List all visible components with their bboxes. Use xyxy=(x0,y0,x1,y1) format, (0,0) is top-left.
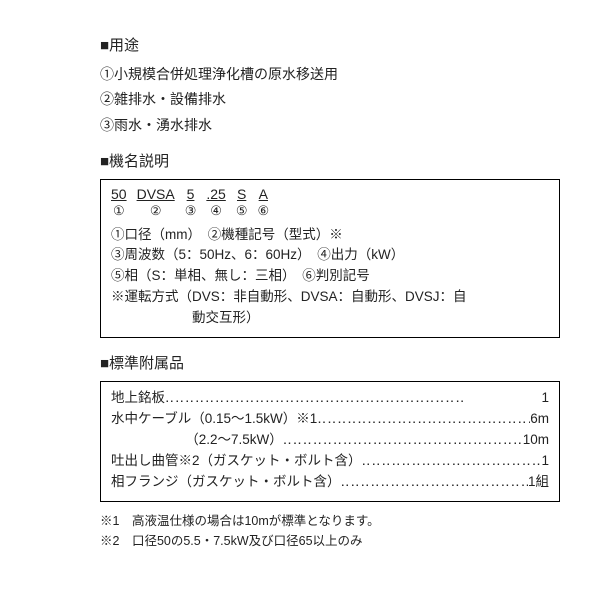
accessory-qty-3: 10m xyxy=(523,430,549,451)
model-desc-4: ※運転方式（DVS：非自動形、DVSA：自動形、DVSJ：自 xyxy=(111,287,549,308)
code-num-5: ⑤ xyxy=(236,203,248,219)
leader-dots: ‥‥‥‥‥‥‥‥‥‥‥‥‥‥‥‥‥‥‥‥‥‥‥‥‥‥‥‥‥‥ xyxy=(362,451,542,472)
section-accessories-heading: ■標準附属品 xyxy=(100,352,560,376)
code-part-4: .25 ④ xyxy=(206,186,225,218)
leader-dots: ‥‥‥‥‥‥‥‥‥‥‥‥‥‥‥‥‥‥‥‥‥‥‥‥‥‥‥‥‥‥ xyxy=(317,409,530,430)
footnote-2: ※2 口径50の5.5・7.5kW及び口径65以上のみ xyxy=(100,532,560,551)
section-usage-heading: ■用途 xyxy=(100,34,560,58)
code-num-3: ③ xyxy=(185,203,197,219)
leader-dots: ‥‥‥‥‥‥‥‥‥‥‥‥‥‥‥‥‥‥‥‥‥‥‥‥‥‥‥‥‥‥ xyxy=(341,472,528,493)
code-top-1: 50 xyxy=(111,186,127,203)
leader-dots: ‥‥‥‥‥‥‥‥‥‥‥‥‥‥‥‥‥‥‥‥‥‥‥‥‥‥‥‥‥‥ xyxy=(165,388,541,409)
model-desc-1: ①口径（mm） ②機種記号（型式）※ xyxy=(111,225,549,246)
leader-dots: ‥‥‥‥‥‥‥‥‥‥‥‥‥‥‥‥‥‥‥‥‥‥‥‥‥‥‥‥‥‥ xyxy=(283,430,523,451)
code-num-2: ② xyxy=(150,203,162,219)
accessory-row-2: 水中ケーブル（0.15～1.5kW）※1 ‥‥‥‥‥‥‥‥‥‥‥‥‥‥‥‥‥‥‥… xyxy=(111,409,549,430)
accessory-name-3: （2.2～7.5kW） xyxy=(111,430,283,451)
code-top-2: DVSA xyxy=(137,186,175,203)
page-root: ■用途 ①小規模合併処理浄化槽の原水移送用 ②雑排水・設備排水 ③雨水・湧水排水… xyxy=(0,0,600,563)
accessories-box: 地上銘板 ‥‥‥‥‥‥‥‥‥‥‥‥‥‥‥‥‥‥‥‥‥‥‥‥‥‥‥‥‥‥ 1 水中… xyxy=(100,381,560,502)
model-desc-2: ③周波数（5：50Hz、6：60Hz） ④出力（kW） xyxy=(111,245,549,266)
code-part-2: DVSA ② xyxy=(137,186,175,218)
usage-item-1: ①小規模合併処理浄化槽の原水移送用 xyxy=(100,63,560,85)
code-part-3: 5 ③ xyxy=(185,186,197,218)
accessory-row-3: （2.2～7.5kW） ‥‥‥‥‥‥‥‥‥‥‥‥‥‥‥‥‥‥‥‥‥‥‥‥‥‥‥‥… xyxy=(111,430,549,451)
section-model-heading: ■機名説明 xyxy=(100,150,560,174)
code-part-1: 50 ① xyxy=(111,186,127,218)
footnote-1: ※1 高液温仕様の場合は10mが標準となります。 xyxy=(100,512,560,531)
code-num-4: ④ xyxy=(210,203,222,219)
accessory-name-5: 相フランジ（ガスケット・ボルト含） xyxy=(111,472,341,493)
usage-item-3: ③雨水・湧水排水 xyxy=(100,114,560,136)
code-top-5: S xyxy=(237,186,246,203)
accessory-row-5: 相フランジ（ガスケット・ボルト含） ‥‥‥‥‥‥‥‥‥‥‥‥‥‥‥‥‥‥‥‥‥‥… xyxy=(111,472,549,493)
accessory-row-4: 吐出し曲管※2（ガスケット・ボルト含） ‥‥‥‥‥‥‥‥‥‥‥‥‥‥‥‥‥‥‥‥… xyxy=(111,451,549,472)
code-top-4: .25 xyxy=(206,186,225,203)
model-desc-3: ⑤相（S：単相、無し：三相） ⑥判別記号 xyxy=(111,266,549,287)
code-part-6: A ⑥ xyxy=(257,186,269,218)
usage-item-2: ②雑排水・設備排水 xyxy=(100,88,560,110)
code-num-1: ① xyxy=(113,203,125,219)
model-code-row: 50 ① DVSA ② 5 ③ .25 ④ S ⑤ A ⑥ xyxy=(111,186,549,218)
model-name-box: 50 ① DVSA ② 5 ③ .25 ④ S ⑤ A ⑥ xyxy=(100,179,560,338)
accessory-name-1: 地上銘板 xyxy=(111,388,165,409)
code-top-6: A xyxy=(259,186,268,203)
code-num-6: ⑥ xyxy=(257,203,269,219)
accessory-qty-4: 1 xyxy=(541,451,549,472)
accessory-row-1: 地上銘板 ‥‥‥‥‥‥‥‥‥‥‥‥‥‥‥‥‥‥‥‥‥‥‥‥‥‥‥‥‥‥ 1 xyxy=(111,388,549,409)
accessory-name-2: 水中ケーブル（0.15～1.5kW）※1 xyxy=(111,409,317,430)
accessory-qty-2: 6m xyxy=(530,409,549,430)
accessory-qty-1: 1 xyxy=(541,388,549,409)
code-part-5: S ⑤ xyxy=(236,186,248,218)
accessory-qty-5: 1組 xyxy=(528,472,549,493)
model-desc-5: 動交互形） xyxy=(111,308,549,329)
code-top-3: 5 xyxy=(187,186,195,203)
accessory-name-4: 吐出し曲管※2（ガスケット・ボルト含） xyxy=(111,451,362,472)
